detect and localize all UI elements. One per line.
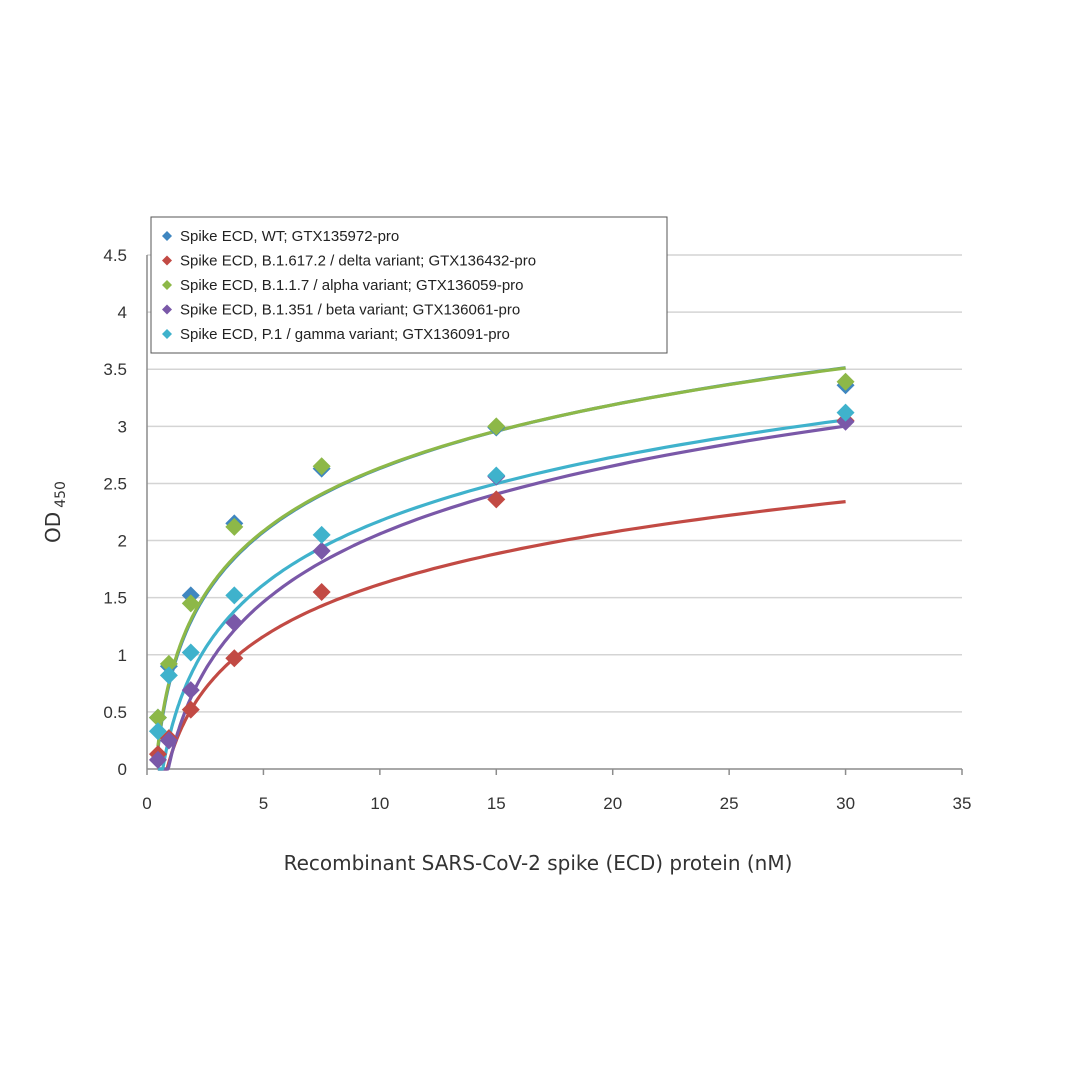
data-point-series-5 [159, 666, 178, 685]
x-axis-title: Recombinant SARS-CoV-2 spike (ECD) prote… [284, 851, 793, 875]
legend-box [150, 216, 668, 354]
data-point-series-5 [181, 643, 200, 662]
data-point-series-4 [181, 681, 200, 700]
data-point-series-2 [225, 649, 244, 668]
fit-curve-series-2 [156, 500, 846, 771]
y-tick-label: 0 [118, 760, 127, 779]
y-tick-labels: 0 0.5 1 1.5 2 2.5 3 3.5 4 4.5 [103, 246, 127, 779]
data-point-series-4 [159, 731, 178, 750]
legend-items: Spike ECD, WT; GTX135972-pro Spike ECD, B… [162, 228, 536, 343]
legend-marker [162, 255, 172, 266]
x-tick-label: 35 [953, 794, 972, 813]
legend-label: Spike ECD, P.1 / gamma variant; GTX13609… [180, 326, 510, 343]
legend-label: Spike ECD, B.1.351 / beta variant; GTX13… [180, 302, 520, 319]
x-tick-label: 30 [836, 794, 855, 813]
data-point-series-5 [312, 525, 331, 544]
data-point-series-3 [225, 517, 244, 536]
legend-marker [162, 329, 172, 339]
legend-marker [162, 231, 172, 241]
data-point-series-3 [487, 417, 506, 436]
x-tick-label: 5 [259, 794, 268, 813]
y-tick-label: 3.5 [103, 360, 127, 379]
data-point-series-5 [225, 586, 244, 605]
data-point-series-2 [487, 490, 506, 509]
y-tick-label: 4.5 [103, 246, 127, 265]
data-point-series-3 [159, 654, 178, 673]
y-tick-label: 0.5 [103, 703, 127, 722]
y-tick-label: 2 [118, 532, 127, 551]
data-point-series-3 [836, 372, 855, 391]
data-point-series-5 [836, 403, 855, 422]
data-point-series-5 [148, 722, 167, 741]
y-tick-label: 2.5 [103, 474, 127, 493]
axes [146, 255, 962, 770]
x-tick-label: 10 [370, 794, 389, 813]
data-point-series-2 [181, 700, 200, 719]
data-point-series-2 [312, 582, 331, 601]
x-tick-label: 20 [603, 794, 622, 813]
y-axis-title-main: OD [41, 512, 65, 543]
data-point-series-4 [148, 750, 167, 769]
y-tick-label: 4 [118, 303, 127, 322]
legend-label: Spike ECD, B.1.1.7 / alpha variant; GTX1… [180, 277, 524, 294]
legend-label: Spike ECD, WT; GTX135972-pro [180, 228, 399, 245]
y-tick-label: 1.5 [103, 589, 127, 608]
data-point-series-4 [312, 541, 331, 560]
legend-label: Spike ECD, B.1.617.2 / delta variant; GT… [180, 253, 536, 270]
legend: Spike ECD, WT; GTX135972-pro Spike ECD, B… [150, 216, 668, 354]
data-point-series-4 [225, 613, 244, 632]
data-point-series-5 [487, 466, 506, 485]
x-tick-label: 25 [720, 794, 739, 813]
data-point-series-3 [181, 594, 200, 613]
legend-marker [162, 304, 172, 315]
data-markers [148, 372, 855, 769]
y-axis-title: OD 450 [41, 481, 69, 543]
x-tick-label: 0 [142, 794, 151, 813]
y-tick-label: 3 [118, 417, 127, 436]
data-point-series-3 [148, 708, 167, 727]
x-tick-label: 15 [487, 794, 506, 813]
data-point-series-3 [312, 457, 331, 476]
x-tick-labels: 0 5 10 15 20 25 30 35 [142, 769, 971, 813]
y-tick-label: 1 [118, 646, 127, 665]
legend-marker [162, 280, 172, 290]
data-point-series-4 [836, 412, 855, 431]
y-axis-title-subscript: 450 [53, 481, 69, 508]
